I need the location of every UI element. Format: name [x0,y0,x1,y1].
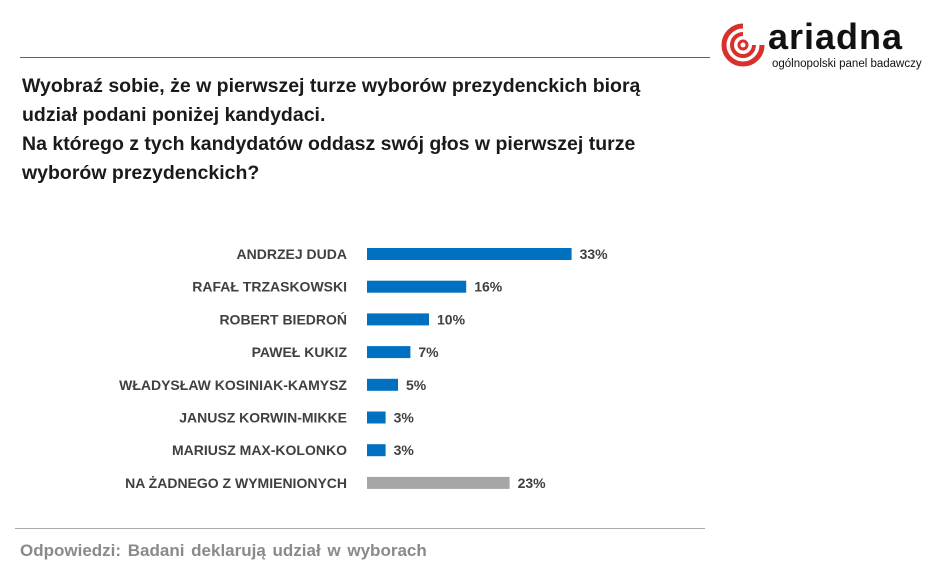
bar [367,313,429,326]
category-label: PAWEŁ KUKIZ [252,344,348,360]
category-label: NA ŻADNEGO Z WYMIENIONYCH [125,475,347,491]
value-label: 16% [474,279,503,295]
ariadna-logo: ariadna ogólnopolski panel badawczy [720,16,930,80]
category-label: RAFAŁ TRZASKOWSKI [192,279,347,295]
logo-tagline: ogólnopolski panel badawczy [772,58,922,70]
bar [367,411,386,424]
value-label: 10% [437,311,466,327]
category-label: ROBERT BIEDROŃ [219,311,347,327]
title-line: Wyobraź sobie, że w pierwszej turze wybo… [22,75,641,97]
bar [367,280,467,293]
bottom-divider [15,528,705,529]
category-label: WŁADYSŁAW KOSINIAK-KAMYSZ [119,377,347,393]
title-line: Na którego z tych kandydatów oddasz swój… [22,133,636,155]
logo-spiral-icon [721,23,765,67]
bar [367,378,398,391]
bar [367,444,386,457]
bar [367,346,411,359]
logo-word: ariadna [768,16,904,57]
value-label: 33% [580,246,609,262]
category-label: JANUSZ KORWIN-MIKKE [179,410,347,426]
value-label: 5% [406,377,427,393]
category-label: MARIUSZ MAX-KOLONKO [172,442,347,458]
value-label: 3% [394,410,415,426]
question-title: Wyobraź sobie, że w pierwszej turze wybo… [22,72,712,188]
footer-note: Odpowiedzi: Badani deklarują udział w wy… [20,541,427,560]
title-line: udział podani poniżej kandydaci. [22,104,326,126]
bar [367,248,572,260]
value-label: 23% [518,475,547,491]
value-label: 7% [418,344,439,360]
value-label: 3% [394,442,415,458]
category-label: ANDRZEJ DUDA [237,246,347,262]
title-line: wyborów prezydenckich? [22,162,260,184]
top-divider [20,57,710,58]
bar [367,476,510,489]
